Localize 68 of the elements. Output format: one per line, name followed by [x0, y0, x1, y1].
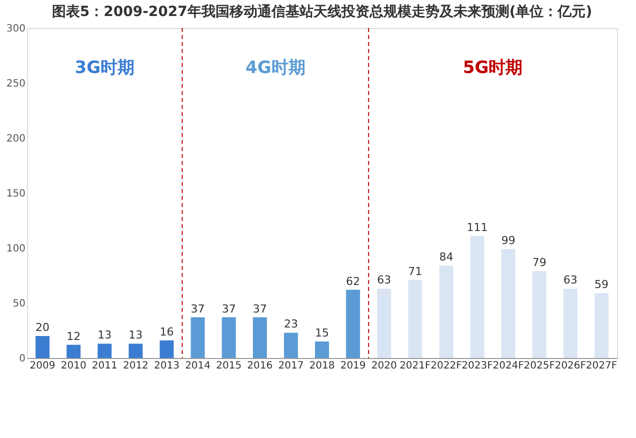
data-label: 15: [315, 326, 329, 340]
bar: [532, 271, 546, 358]
data-label: 111: [466, 220, 488, 234]
x-tick-label: 2013: [154, 360, 180, 372]
bar: [346, 290, 360, 358]
annotation: 3G时期: [74, 58, 135, 78]
y-tick-label: 100: [6, 244, 26, 254]
data-label: 99: [501, 234, 516, 248]
bar: [160, 340, 174, 358]
data-label: 12: [66, 330, 81, 343]
bar: [66, 344, 81, 358]
x-tick-label: 2017: [278, 360, 304, 372]
x-tick-label: 2024F: [492, 360, 524, 372]
data-label: 13: [128, 328, 143, 342]
bar: [222, 317, 236, 358]
data-label: 37: [222, 302, 236, 316]
bar: [284, 332, 298, 358]
x-tick-label: 2025F: [524, 360, 556, 372]
bar: [408, 280, 422, 358]
data-label: 84: [439, 250, 454, 264]
bar: [252, 317, 267, 358]
x-tick-label: 2009: [30, 360, 56, 372]
bar: [36, 336, 50, 358]
annotation: 5G时期: [462, 58, 523, 78]
x-tick-label: 2015: [216, 360, 242, 372]
data-label: 59: [594, 278, 608, 292]
x-tick-label: 2011: [92, 360, 118, 372]
data-label: 63: [563, 274, 578, 287]
data-label: 23: [284, 318, 298, 331]
x-tick-label: 2019: [340, 360, 366, 372]
x-tick-label: 2020: [371, 360, 397, 372]
y-tick-label: 250: [6, 78, 26, 90]
y-tick-label: 200: [6, 134, 26, 144]
data-label: 79: [532, 256, 546, 270]
x-tick-label: 2027F: [586, 360, 618, 372]
bar: [377, 288, 392, 358]
x-tick-label: 2018: [309, 360, 335, 372]
bar: [439, 266, 454, 358]
bar: [501, 249, 516, 358]
y-tick-label: 150: [6, 188, 26, 200]
data-label: 13: [98, 328, 112, 342]
y-tick-label: 300: [6, 24, 26, 34]
chart-title: 图表5：2009-2027年我国移动通信基站天线投资总规模走势及未来预测(单位：亿元): [52, 3, 592, 20]
data-label: 37: [190, 302, 205, 316]
annotation: 4G时期: [246, 58, 306, 78]
bar: [315, 342, 329, 358]
data-label: 62: [346, 274, 360, 288]
data-label: 63: [377, 274, 392, 287]
bar: [563, 288, 578, 358]
y-tick-label: 50: [12, 298, 26, 310]
x-tick-label: 2014: [185, 360, 211, 372]
x-tick-label: 2026F: [554, 360, 586, 372]
x-tick-label: 2023F: [462, 360, 494, 372]
x-tick-label: 2016: [247, 360, 273, 372]
x-tick-label: 2010: [60, 360, 86, 372]
y-tick-label: 0: [19, 354, 26, 364]
bar: [470, 236, 484, 358]
data-label: 16: [160, 325, 174, 338]
x-tick-label: 2021F: [400, 360, 432, 372]
data-label: 20: [36, 321, 50, 334]
data-label: 71: [408, 264, 422, 278]
bar: [128, 344, 143, 358]
x-tick-label: 2022F: [430, 360, 462, 372]
bar: [98, 344, 112, 358]
bar: [190, 317, 205, 358]
x-tick-label: 2012: [122, 360, 148, 372]
bar: [594, 293, 608, 358]
data-label: 37: [252, 302, 267, 316]
